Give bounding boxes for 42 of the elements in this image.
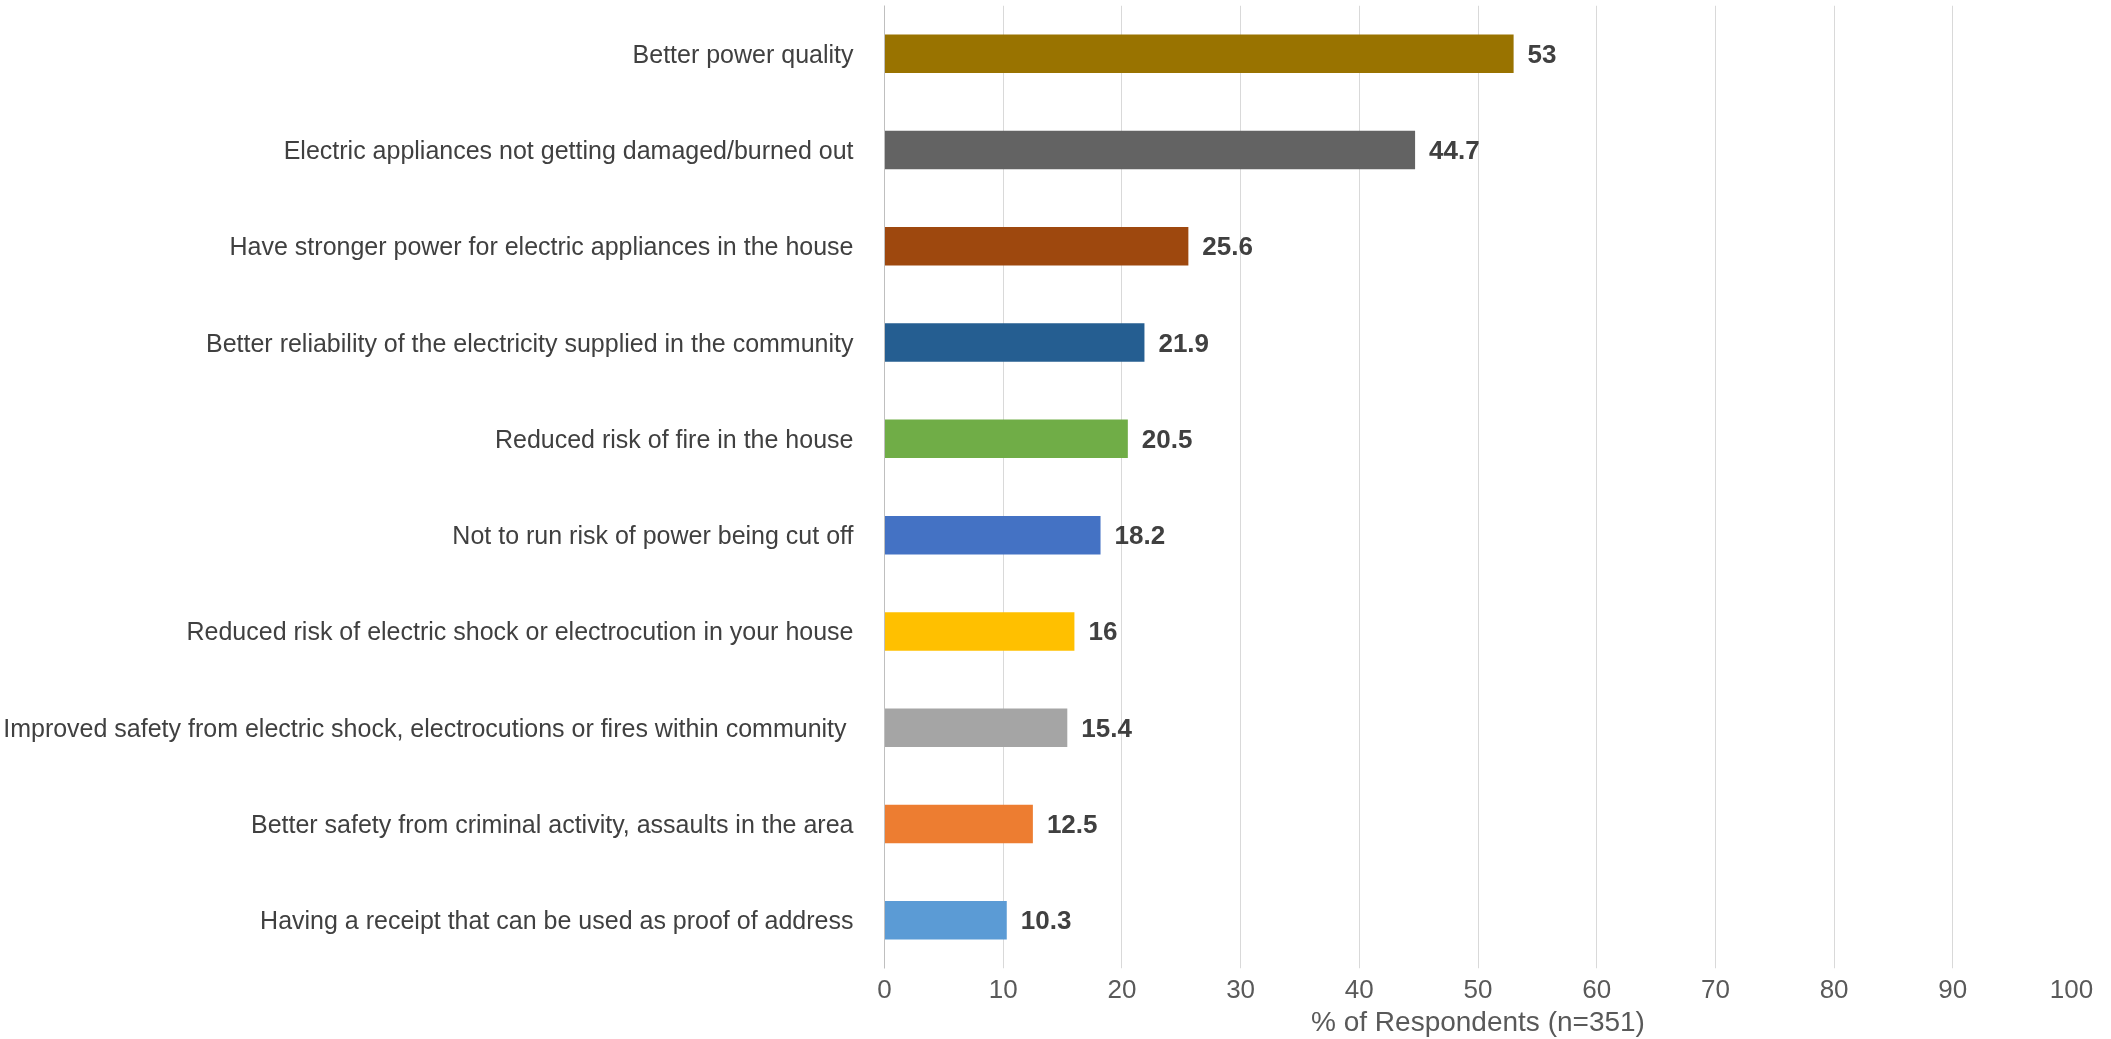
data-label: 21.9	[1158, 327, 1210, 358]
bar	[884, 130, 1416, 170]
bar	[884, 612, 1075, 651]
x-tick-label: 0	[877, 973, 892, 1004]
bar	[884, 226, 1189, 266]
bar	[884, 323, 1145, 362]
y-tick-label: Better safety from criminal activity, assaults in the area	[250, 810, 854, 839]
y-tick-label: Having a receipt that can be used as proof of address	[260, 906, 854, 935]
y-tick-label: Better reliability of the electricity supplied in the community	[205, 328, 854, 357]
data-label: 15.4	[1081, 712, 1133, 743]
data-label: 44.7	[1429, 134, 1480, 165]
y-tick-label: Not to run risk of power being cut off	[452, 521, 854, 550]
x-tick-label: 50	[1463, 973, 1493, 1004]
bar	[884, 804, 1033, 844]
bar	[884, 419, 1128, 459]
x-tick-label: 30	[1226, 973, 1256, 1004]
x-tick-label: 100	[2049, 973, 2094, 1004]
data-label: 12.5	[1046, 809, 1098, 840]
x-tick-label: 20	[1107, 973, 1137, 1004]
data-label: 25.6	[1202, 231, 1253, 262]
bar	[884, 708, 1068, 748]
x-tick-label: 40	[1344, 973, 1374, 1004]
bar	[884, 34, 1514, 73]
data-label: 53	[1527, 38, 1557, 69]
data-label: 20.5	[1141, 423, 1193, 454]
y-tick-label: Better power quality	[632, 39, 854, 68]
x-tick-label: 90	[1938, 973, 1968, 1004]
data-label: 16	[1088, 616, 1118, 647]
x-tick-label: 60	[1582, 973, 1612, 1004]
y-tick-label: Reduced risk of electric shock or electrocution in your house	[186, 617, 854, 646]
y-tick-label: Electric appliances not getting damaged/burned out	[283, 135, 854, 164]
y-tick-label: Improved safety from electric shock, electrocutions or fires within community	[3, 713, 848, 742]
x-axis-title: % of Respondents (n=351)	[1311, 1005, 1645, 1037]
bar	[884, 901, 1007, 940]
data-label: 18.2	[1114, 520, 1166, 551]
bar	[884, 515, 1101, 555]
y-tick-label: Have stronger power for electric appliances in the house	[229, 232, 854, 261]
x-tick-label: 70	[1700, 973, 1730, 1004]
y-tick-label: Reduced risk of fire in the house	[494, 424, 854, 453]
x-tick-label: 10	[988, 973, 1018, 1004]
data-label: 10.3	[1020, 905, 1072, 936]
x-tick-label: 80	[1819, 973, 1849, 1004]
